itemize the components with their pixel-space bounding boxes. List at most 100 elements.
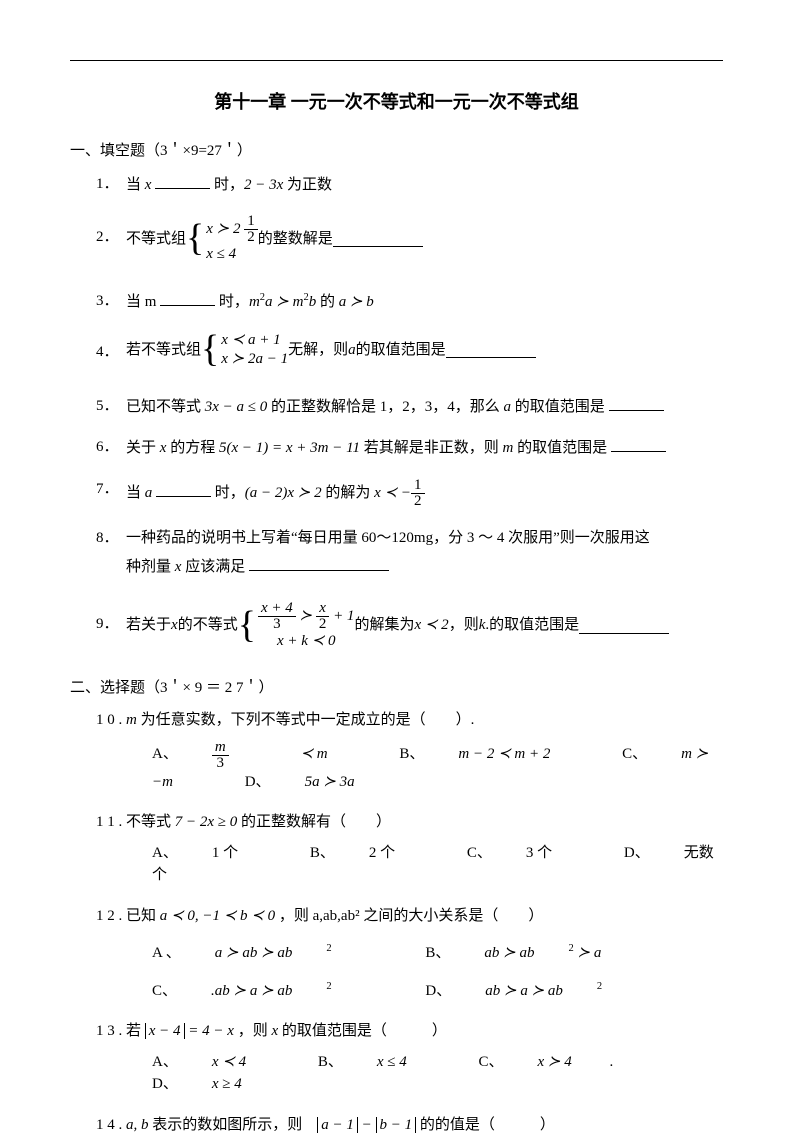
page: 第十一章 一元一次不等式和一元一次不等式组 一、填空题（3＇×9=27＇） 1．… — [0, 0, 793, 1122]
q9-var2: k — [479, 614, 486, 637]
q1-blank[interactable] — [155, 173, 210, 189]
q13-D[interactable]: D、x ≥ 4 — [152, 1076, 276, 1092]
q11-b: 的正整数解有（ ） — [237, 814, 391, 830]
q8-c: 应该满足 — [181, 559, 249, 575]
q9-pre: 若关于 — [126, 614, 171, 637]
q8-b: 种剂量 — [126, 559, 175, 575]
q6-d: 的取值范围是 — [513, 440, 611, 456]
q14-c: 的的值是（ ） — [416, 1117, 555, 1133]
q12-C[interactable]: C、.ab ≻ a ≻ ab2 — [152, 983, 332, 999]
q4-num: 4． — [96, 341, 119, 364]
q4-var: a — [348, 339, 356, 362]
q13-num: 1 3 . — [96, 1020, 122, 1043]
q10-text: 为任意实数，下列不等式中一定成立的是（ ）. — [137, 712, 475, 728]
q13-a: 若 — [126, 1023, 145, 1039]
q14-ab: a, b — [126, 1117, 149, 1133]
q4-l1: x ≺ a + 1 — [221, 331, 288, 350]
q1-pre: 当 — [126, 177, 145, 193]
q9-expr: x ≺ 2 — [414, 614, 448, 637]
q10-num: 1 0 . — [96, 709, 122, 732]
q2-blank[interactable] — [333, 231, 423, 247]
q8-blank[interactable] — [249, 555, 389, 571]
q10-D[interactable]: D、5a ≻ 3a — [245, 774, 389, 790]
q7-pre: 当 — [126, 485, 145, 501]
q10-opts: A、m3 ≺ m B、m − 2 ≺ m + 2 C、m ≻ −m D、5a ≻… — [152, 740, 723, 794]
q7-num: 7． — [96, 478, 119, 501]
q8: 8． 一种药品的说明书上写着“每日用量 60～120mg，分 3 ～ 4 次服用… — [126, 527, 723, 550]
q5-blank[interactable] — [609, 395, 664, 411]
q13-B[interactable]: B、x ≤ 4 — [318, 1054, 441, 1070]
q12-opts2: C、.ab ≻ a ≻ ab2 D、ab ≻ a ≻ ab2 — [152, 979, 723, 1003]
q3-blank[interactable] — [160, 290, 215, 306]
q1: 1． 当 x 时，2 − 3x 为正数 — [126, 173, 723, 197]
q11-a: 不等式 — [126, 814, 175, 830]
q2-body: x ≻ 2 12 x ≤ 4 — [206, 214, 257, 264]
q1-expr: 2 − 3x — [244, 177, 283, 193]
q9: 9． 若关于 x 的不等式 { x + 43 ≻ x2 + 1 x + k ≺ … — [126, 601, 723, 651]
q2-num: 2． — [96, 226, 119, 249]
q10: 1 0 . m 为任意实数，下列不等式中一定成立的是（ ）. A、m3 ≺ m … — [126, 709, 723, 793]
q5-var: a — [504, 399, 512, 415]
q2-brace: { — [186, 220, 206, 258]
q3-mid: 时， — [215, 294, 249, 310]
page-title: 第十一章 一元一次不等式和一元一次不等式组 — [70, 89, 723, 116]
q11-num: 1 1 . — [96, 811, 122, 834]
q2: 2． 不等式组 { x ≻ 2 12 x ≤ 4 的整数解是 — [126, 214, 723, 264]
q9-var: x — [171, 614, 178, 637]
q13-eq: = 4 − x — [185, 1023, 234, 1039]
q11-B[interactable]: B、2 个 — [310, 845, 429, 861]
q5-a: 已知不等式 — [126, 399, 205, 415]
q9-l2: x + k ≺ 0 — [258, 632, 354, 651]
q13-c: 的取值范围是（ ） — [278, 1023, 447, 1039]
q4-post: 的取值范围是 — [356, 339, 446, 362]
q7: 7． 当 a 时，(a − 2)x ≻ 2 的解为 x ≺ −12 — [126, 478, 723, 509]
q6-m: m — [502, 440, 513, 456]
q2-l1a: x ≻ 2 — [206, 221, 240, 237]
q12: 1 2 . 已知 a ≺ 0, −1 ≺ b ≺ 0 ，则 a,ab,ab² 之… — [126, 905, 723, 1003]
q12-A[interactable]: A 、a ≻ ab ≻ ab2 — [152, 945, 332, 961]
q6-blank[interactable] — [611, 436, 666, 452]
q14: 1 4 . a, b 表示的数如图所示，则 a − 1 − b − 1 的的值是… — [126, 1114, 723, 1136]
q12-num: 1 2 . — [96, 905, 122, 928]
q7-blank[interactable] — [156, 481, 211, 497]
q11-C[interactable]: C、3 个 — [467, 845, 586, 861]
q3-expr: m2a ≻ m2b 的 a ≻ b — [249, 294, 374, 310]
q6-c: 若其解是非正数，则 — [360, 440, 503, 456]
q6-a: 关于 — [126, 440, 160, 456]
q12-D[interactable]: D、ab ≻ a ≻ ab2 — [425, 983, 602, 999]
q13-A[interactable]: A、x ≺ 4 — [152, 1054, 280, 1070]
q2-pre: 不等式组 — [126, 228, 186, 251]
q6-b: 的方程 — [166, 440, 219, 456]
q10-var: m — [126, 712, 137, 728]
q6: 6． 关于 x 的方程 5(x − 1) = x + 3m − 11 若其解是非… — [126, 436, 723, 460]
q13-b: ，则 — [234, 1023, 272, 1039]
q12-expr: a ≺ 0, −1 ≺ b ≺ 0 — [160, 908, 275, 924]
q7-var: a — [145, 485, 153, 501]
q9-l1: x + 43 ≻ x2 + 1 — [258, 601, 354, 632]
q3-pre: 当 m — [126, 294, 160, 310]
q9-blank[interactable] — [579, 618, 669, 634]
q9-mid: 的不等式 — [178, 614, 238, 637]
q5-expr: 3x − a ≤ 0 — [205, 399, 268, 415]
q1-var: x — [145, 177, 152, 193]
q4-blank[interactable] — [446, 342, 536, 358]
q13-C[interactable]: C、x ≻ 4 . — [478, 1054, 647, 1070]
q10-B[interactable]: B、m − 2 ≺ m + 2 — [399, 746, 584, 762]
q12-opts: A 、a ≻ ab ≻ ab2 B、ab ≻ ab2 ≻ a — [152, 941, 723, 965]
top-rule — [70, 60, 723, 61]
q9-mid3: ，则 — [449, 614, 479, 637]
q14-abs1: a − 1 — [317, 1117, 358, 1133]
q13: 1 3 . 若 x − 4 = 4 − x ，则 x 的取值范围是（ ） A、x… — [126, 1020, 723, 1096]
q8-line2: 种剂量 x 应该满足 — [126, 555, 723, 579]
q8-num: 8． — [96, 527, 119, 550]
q5-c: 的取值范围是 — [511, 399, 609, 415]
q11-expr: 7 − 2x ≥ 0 — [175, 814, 238, 830]
q10-A[interactable]: A、m3 ≺ m — [152, 746, 362, 762]
q11-A[interactable]: A、1 个 — [152, 845, 272, 861]
q1-num: 1． — [96, 173, 119, 196]
q7-ea: (a − 2)x ≻ 2 — [245, 485, 322, 501]
q14-abs2: b − 1 — [376, 1117, 417, 1133]
q2-l2: x ≤ 4 — [206, 245, 257, 264]
q14-num: 1 4 . — [96, 1114, 122, 1136]
q12-B[interactable]: B、ab ≻ ab2 ≻ a — [425, 945, 635, 961]
